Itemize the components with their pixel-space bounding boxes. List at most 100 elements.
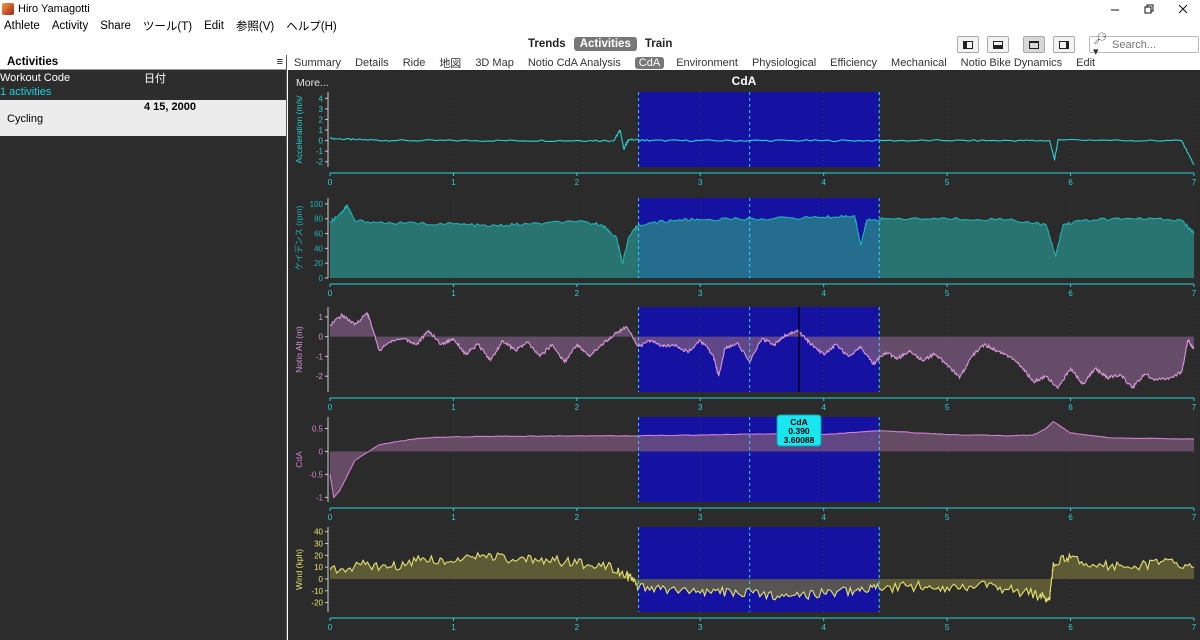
menu-tools[interactable]: ツール(T) [142, 21, 193, 33]
tab-view-button[interactable] [1053, 36, 1075, 53]
chart-tab-summary[interactable]: Summary [294, 56, 342, 69]
minimize-icon[interactable] [1098, 0, 1132, 17]
window-controls [1098, 0, 1200, 17]
series-line [329, 551, 1195, 603]
series-line [329, 311, 1195, 390]
sidebar-column-headers: Workout Code 日付 [0, 70, 286, 86]
series-area-fill [330, 312, 1194, 389]
y-tick-label: 0 [319, 137, 324, 146]
chart-tab-3d-map[interactable]: 3D Map [475, 56, 514, 69]
y-tick-label: 0.5 [312, 424, 324, 433]
bottom-panel-button[interactable] [987, 36, 1009, 53]
selection-band [638, 307, 880, 392]
activity-date: 4 15, 2000 [144, 101, 196, 113]
plot-panel-3: 1 0 -1 -2 Notio Alt (m) 0 1 2 3 4 5 6 7 [294, 307, 1197, 412]
sidebar-title: Activities [7, 56, 59, 68]
restore-icon[interactable] [1132, 0, 1166, 17]
x-tick-label: 1 [451, 289, 456, 298]
x-tick-label: 4 [821, 513, 826, 522]
chart-tab-notio-cda-analysis[interactable]: Notio CdA Analysis [527, 56, 621, 69]
chart-tab-cda[interactable]: CdA [634, 56, 665, 69]
sidebar-menu-icon[interactable]: ≡ [276, 56, 283, 68]
chart-tabs: Summary Details Ride 地図 3D Map Notio CdA… [288, 55, 1200, 70]
menu-athlete[interactable]: Athlete [4, 20, 40, 32]
y-tick-label: 40 [314, 244, 323, 253]
y-tick-label: 3 [319, 105, 324, 114]
search-box[interactable]: 🔎︎▾ [1089, 33, 1199, 58]
series-line [329, 204, 1195, 265]
y-tick-label: 10 [314, 563, 323, 572]
x-tick-label: 0 [328, 178, 333, 187]
chart-title: CdA [731, 74, 757, 88]
y-tick-label: -2 [316, 372, 324, 381]
x-tick-label: 1 [451, 623, 456, 632]
chart-tab-details[interactable]: Details [355, 56, 389, 69]
x-tick-label: 6 [1068, 403, 1073, 412]
x-tick-label: 5 [945, 289, 950, 298]
tab-activities[interactable]: Activities [573, 37, 637, 51]
tile-view-button[interactable] [1023, 36, 1045, 53]
x-tick-label: 3 [698, 513, 703, 522]
search-input[interactable] [1112, 38, 1198, 51]
x-tick-label: 6 [1068, 513, 1073, 522]
series-area-fill [330, 205, 1194, 278]
sidebar-header: Activities ≡ [0, 55, 286, 70]
activity-row[interactable]: 4 15, 2000 Cycling [0, 100, 286, 136]
chart-tab-physiological[interactable]: Physiological [751, 56, 817, 69]
title-bar: Hiro Yamagotti [0, 0, 1200, 17]
sidebar-toggle-icon [963, 40, 973, 49]
x-tick-label: 7 [1192, 289, 1197, 298]
y-tick-label: 1 [319, 126, 324, 135]
menu-help[interactable]: ヘルプ(H) [286, 21, 337, 33]
y-tick-label: 20 [314, 551, 323, 560]
menu-edit[interactable]: Edit [204, 20, 224, 32]
x-tick-label: 2 [575, 623, 580, 632]
x-tick-label: 5 [945, 513, 950, 522]
sidebar-toggle-button[interactable] [957, 36, 979, 53]
chart-tab-mechanical[interactable]: Mechanical [891, 56, 947, 69]
x-tick-label: 7 [1192, 178, 1197, 187]
chart-tab-map[interactable]: 地図 [439, 57, 462, 70]
chart-tab-efficiency[interactable]: Efficiency [830, 56, 878, 69]
x-tick-label: 4 [821, 289, 826, 298]
y-tick-label: 40 [314, 528, 323, 537]
tooltip-line-1: CdA [790, 417, 807, 427]
x-tick-label: 0 [328, 623, 333, 632]
column-date[interactable]: 日付 [144, 73, 166, 85]
menu-activity[interactable]: Activity [51, 20, 89, 32]
chart-tab-edit[interactable]: Edit [1076, 56, 1096, 69]
plot-panel-2: 100 80 60 40 20 0 ケイデンス (rpm) 0 1 2 3 4 5 6 7 [294, 198, 1197, 298]
x-tick-label: 6 [1068, 178, 1073, 187]
more-menu-link[interactable]: More... [296, 77, 329, 89]
menu-bar: Athlete Activity Share ツール(T) Edit 参照(V)… [0, 17, 1200, 35]
x-tick-label: 4 [821, 623, 826, 632]
y-tick-label: -1 [316, 493, 324, 502]
y-tick-label: 2 [319, 115, 324, 124]
x-tick-label: 7 [1192, 623, 1197, 632]
window-title: Hiro Yamagotti [18, 2, 90, 15]
selection-band [638, 417, 880, 502]
y-axis-title: Acceleration (m/s/ [294, 95, 304, 164]
column-workout-code[interactable]: Workout Code [0, 72, 71, 84]
y-tick-label: 0 [319, 575, 324, 584]
x-tick-label: 1 [451, 178, 456, 187]
tab-trends[interactable]: Trends [528, 38, 566, 50]
tab-train[interactable]: Train [644, 38, 673, 50]
chart-tab-notio-bike-dynamics[interactable]: Notio Bike Dynamics [960, 56, 1063, 69]
activity-sport: Cycling [7, 113, 44, 125]
chart-tab-environment[interactable]: Environment [676, 56, 738, 69]
close-icon[interactable] [1166, 0, 1200, 17]
x-tick-label: 2 [575, 178, 580, 187]
x-tick-label: 3 [698, 178, 703, 187]
y-tick-label: -0.5 [309, 470, 323, 479]
menu-share[interactable]: Share [100, 20, 131, 32]
x-tick-label: 3 [698, 289, 703, 298]
x-tick-label: 4 [821, 403, 826, 412]
y-axis-title: ケイデンス (rpm) [294, 205, 304, 270]
chart-tab-ride[interactable]: Ride [402, 56, 426, 69]
tile-view-icon [1029, 40, 1039, 49]
activity-count: 1 activities [0, 86, 52, 98]
menu-view[interactable]: 参照(V) [235, 21, 275, 33]
